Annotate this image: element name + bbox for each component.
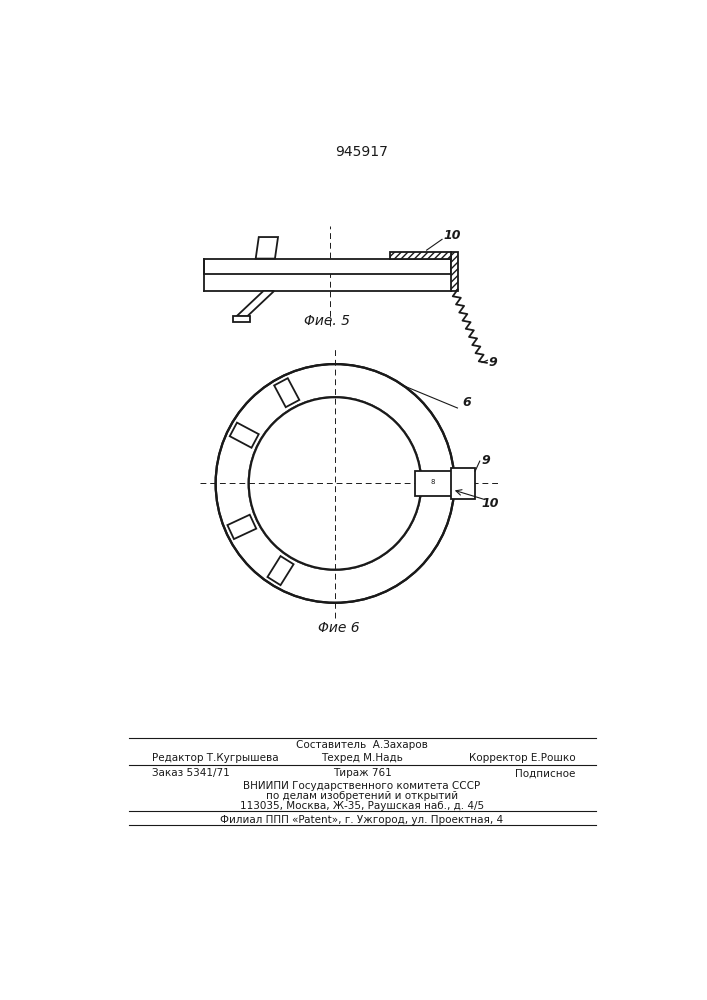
Text: ВНИИПИ Государственного комитета СССР: ВНИИПИ Государственного комитета СССР [243,781,481,791]
Text: Подписное: Подписное [515,768,575,778]
Circle shape [249,397,421,570]
Text: 113035, Москва, Ж-35, Раушская наб., д. 4/5: 113035, Москва, Ж-35, Раушская наб., д. … [240,801,484,811]
Bar [450,468,475,499]
Text: 6: 6 [462,396,471,409]
Bar [415,471,456,496]
Bar [390,252,450,259]
Polygon shape [236,291,274,316]
Bar [450,252,458,291]
Polygon shape [233,316,250,322]
Text: Техред М.Надь: Техред М.Надь [321,753,403,763]
Bar [450,252,458,291]
Text: Редактор Т.Кугрышева: Редактор Т.Кугрышева [152,753,279,763]
Text: 945917: 945917 [336,145,388,159]
Polygon shape [230,423,259,448]
Text: Составитель  А.Захаров: Составитель А.Захаров [296,740,428,750]
Text: Тираж 761: Тираж 761 [332,768,392,778]
Text: Филиал ППП «Patent», г. Ужгород, ул. Проектная, 4: Филиал ППП «Patent», г. Ужгород, ул. Про… [221,815,503,825]
Text: Φие. 5: Φие. 5 [303,314,349,328]
Text: Φие 6: Φие 6 [318,621,360,635]
Text: 10: 10 [443,229,461,242]
Text: Корректор Е.Рошко: Корректор Е.Рошко [469,753,575,763]
Polygon shape [228,515,256,539]
Text: 9: 9 [481,454,490,467]
Polygon shape [256,237,278,259]
Text: 8: 8 [431,479,436,485]
Polygon shape [204,259,450,274]
Polygon shape [267,556,293,585]
Text: 9: 9 [489,356,497,369]
Text: 10: 10 [481,497,499,510]
Polygon shape [274,378,299,407]
Circle shape [216,364,455,603]
Text: Заказ 5341/71: Заказ 5341/71 [152,768,230,778]
Text: по делам изобретений и открытий: по делам изобретений и открытий [266,791,458,801]
